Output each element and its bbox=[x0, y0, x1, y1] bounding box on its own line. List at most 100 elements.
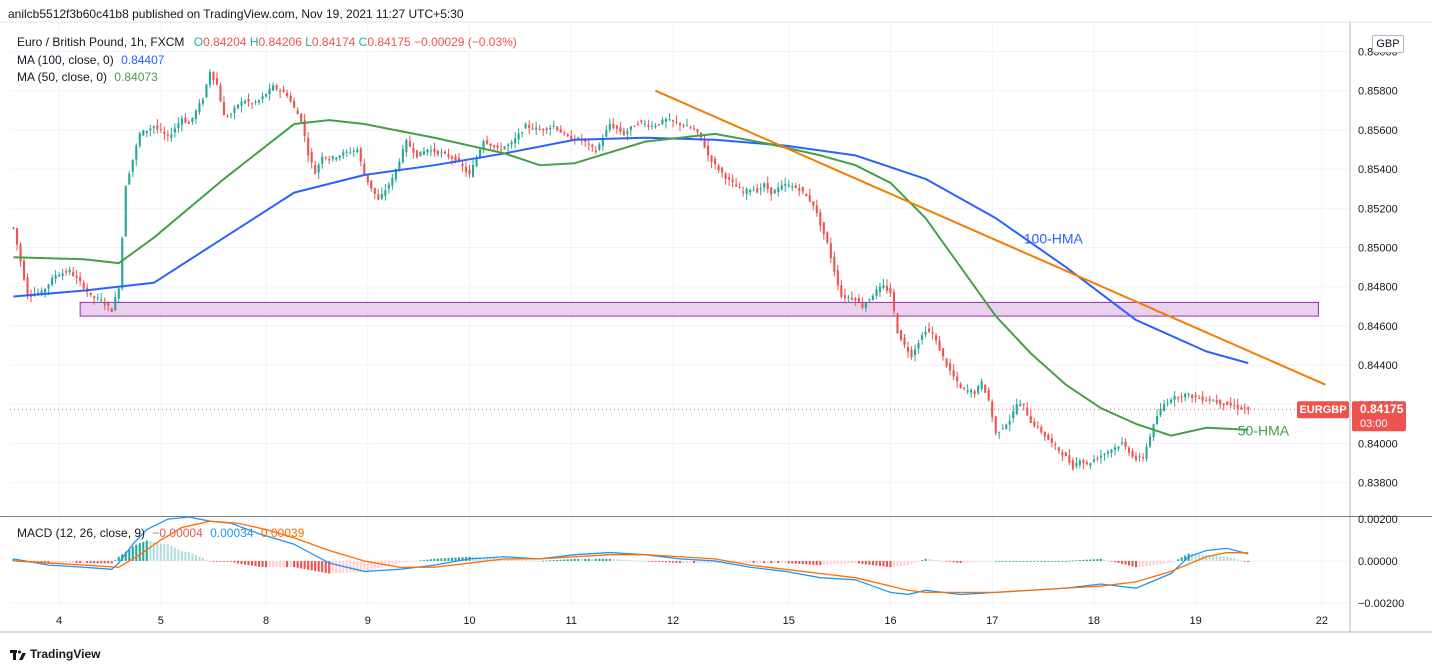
macd-histogram-bar bbox=[1113, 560, 1117, 563]
macd-histogram-bar bbox=[177, 549, 180, 561]
macd-histogram-bar bbox=[913, 560, 917, 563]
macd-histogram-bar bbox=[654, 560, 657, 562]
candle-body bbox=[286, 92, 289, 96]
candle-body bbox=[1194, 395, 1197, 398]
macd-histogram-bar bbox=[514, 559, 517, 561]
macd-histogram-bar bbox=[275, 560, 278, 568]
currency-button[interactable]: GBP bbox=[1372, 35, 1404, 53]
macd-histogram-bar bbox=[1156, 560, 1159, 565]
macd-legend[interactable]: MACD (12, 26, close, 9) −0.00004 0.00034… bbox=[17, 526, 304, 540]
candle-body bbox=[177, 123, 180, 128]
candle-body bbox=[1075, 463, 1078, 467]
macd-histogram-bar bbox=[1057, 560, 1060, 562]
macd-histogram-bar bbox=[528, 560, 531, 562]
candle-body bbox=[917, 343, 920, 349]
macd-histogram-bar bbox=[47, 560, 50, 564]
signal_line bbox=[13, 520, 1249, 593]
macd-histogram-bar bbox=[710, 560, 713, 564]
time-tick-label: 9 bbox=[365, 615, 371, 627]
macd-histogram-bar bbox=[928, 559, 931, 561]
candle-body bbox=[117, 288, 120, 299]
indicator-lines bbox=[10, 89, 1350, 437]
candle-body bbox=[1047, 434, 1050, 440]
candle-body bbox=[296, 110, 299, 115]
candle-body bbox=[22, 260, 26, 280]
macd-histogram-bar bbox=[163, 543, 166, 561]
ma100-legend[interactable]: MA (100, close, 0) 0.84407 bbox=[17, 53, 164, 67]
macd-histogram-bar bbox=[398, 560, 401, 564]
candle-body bbox=[612, 123, 615, 128]
candle-body bbox=[93, 296, 96, 299]
macd-histogram-bar bbox=[293, 560, 296, 568]
macd-histogram-bar bbox=[524, 560, 527, 561]
candle-body bbox=[352, 150, 355, 152]
candle-body bbox=[370, 180, 373, 189]
ma50-value: 0.84073 bbox=[114, 70, 158, 84]
ma50-legend[interactable]: MA (50, close, 0) 0.84073 bbox=[17, 70, 158, 84]
candle-body bbox=[272, 85, 275, 91]
candle-body bbox=[552, 125, 555, 127]
macd-histogram-bar bbox=[321, 560, 324, 573]
candle-body bbox=[173, 128, 176, 133]
macd-histogram-bar bbox=[749, 560, 752, 564]
candle-body bbox=[1110, 449, 1113, 453]
candle-body bbox=[899, 330, 903, 341]
macd-histogram-bar bbox=[942, 560, 945, 562]
macd-histogram-bar bbox=[784, 560, 787, 564]
macd-histogram-bar bbox=[998, 560, 1001, 562]
candle-body bbox=[450, 156, 454, 159]
candle-body bbox=[521, 132, 524, 134]
candle-body bbox=[910, 349, 913, 358]
candle-body bbox=[366, 175, 369, 183]
price-tick-label: 0.85800 bbox=[1358, 86, 1398, 98]
candle-body bbox=[703, 139, 706, 148]
time-tick-label: 11 bbox=[566, 615, 577, 627]
macd-histogram-bar bbox=[191, 553, 194, 561]
macd-histogram-bar bbox=[689, 560, 692, 564]
candle-body bbox=[780, 185, 783, 190]
macd-histogram-bar bbox=[1092, 559, 1095, 561]
macd-histogram-bar bbox=[335, 560, 338, 574]
candle-body bbox=[457, 158, 461, 162]
candle-body bbox=[843, 294, 846, 299]
macd-histogram-bar bbox=[75, 560, 78, 564]
macd-histogram-bar bbox=[878, 560, 881, 566]
hma100-annotation: 100-HMA bbox=[1024, 231, 1084, 247]
candle-body bbox=[1233, 405, 1236, 407]
candle-body bbox=[861, 303, 864, 308]
macd-histogram-bar bbox=[1106, 560, 1110, 562]
candle-body bbox=[303, 120, 306, 137]
macd-histogram-bar bbox=[780, 560, 783, 564]
macd-histogram-bar bbox=[1064, 560, 1067, 562]
candle-body bbox=[324, 157, 327, 159]
macd-histogram-bar bbox=[44, 560, 47, 563]
price-tick-label: 0.85600 bbox=[1358, 125, 1398, 137]
macd-histogram-bar bbox=[96, 560, 99, 564]
candle-body bbox=[163, 131, 166, 135]
macd-histogram-bar bbox=[1061, 560, 1064, 562]
symbol-legend: Euro / British Pound, 1h, FXCM O0.84204 … bbox=[17, 35, 517, 49]
price-tag-value: 0.84175 bbox=[1360, 402, 1404, 416]
macd-histogram-bar bbox=[1036, 560, 1039, 562]
candle-body bbox=[685, 125, 689, 127]
candle-body bbox=[963, 387, 966, 389]
candle-body bbox=[261, 96, 264, 100]
candle-body bbox=[619, 127, 622, 132]
symbol-name[interactable]: Euro / British Pound, 1h, FXCM bbox=[17, 35, 185, 49]
candle-body bbox=[977, 386, 980, 394]
macd-histogram-bar bbox=[356, 560, 359, 572]
macd-histogram-bar bbox=[450, 557, 454, 561]
macd-histogram-bar bbox=[619, 559, 622, 561]
macd-histogram-bar bbox=[310, 560, 313, 571]
time-tick-label: 17 bbox=[986, 615, 998, 627]
candle-body bbox=[240, 101, 243, 106]
candle-body bbox=[822, 222, 825, 234]
candle-body bbox=[114, 297, 117, 311]
candle-body bbox=[387, 184, 390, 189]
ohlc-high-label: H bbox=[249, 35, 259, 49]
candle-body bbox=[724, 173, 727, 179]
candle-body bbox=[1127, 447, 1131, 453]
candle-body bbox=[587, 143, 590, 145]
macd-histogram-bar bbox=[945, 560, 948, 562]
macd-histogram-bar bbox=[935, 560, 938, 561]
